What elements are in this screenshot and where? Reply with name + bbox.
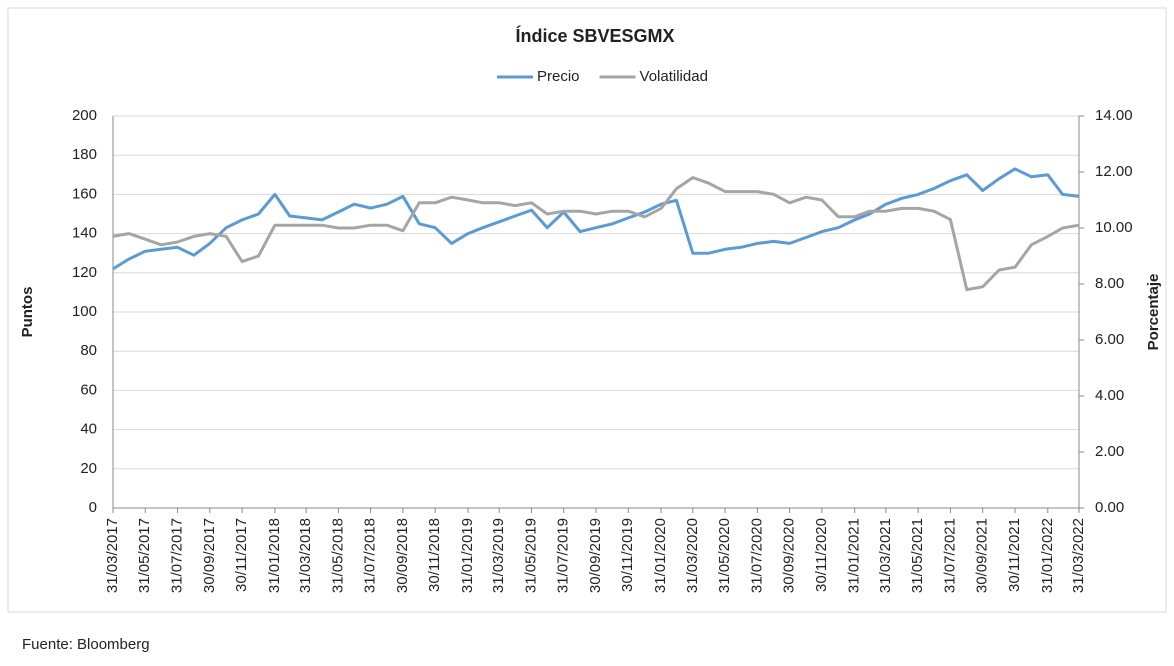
y2-tick-label: 6.00 [1095, 331, 1124, 348]
x-tick-label: 31/07/2020 [748, 518, 765, 593]
y-tick-label: 160 [72, 185, 97, 202]
chart-frame [7, 7, 1167, 613]
y-tick-label: 80 [80, 342, 97, 359]
x-tick-label: 30/09/2017 [201, 518, 218, 593]
legend-label: Volatilidad [640, 68, 708, 85]
y2-tick-label: 2.00 [1095, 443, 1124, 460]
y-tick-label: 40 [80, 421, 97, 438]
y-tick-label: 20 [80, 460, 97, 477]
chart-title: Índice SBVESGMX [515, 25, 674, 46]
x-tick-label: 31/01/2019 [459, 518, 476, 593]
x-tick-label: 30/11/2019 [619, 518, 636, 592]
x-tick-label: 31/05/2018 [329, 518, 346, 593]
y2-axis-label: Porcentaje [1145, 274, 1162, 351]
y-axis-label: Puntos [19, 287, 36, 338]
legend-label: Precio [537, 68, 580, 85]
y2-tick-label: 0.00 [1095, 499, 1124, 516]
x-tick-label: 31/03/2021 [877, 518, 894, 593]
x-tick-label: 30/11/2017 [233, 518, 250, 592]
x-tick-label: 30/11/2020 [813, 518, 830, 592]
y-tick-label: 100 [72, 303, 97, 320]
x-tick-label: 31/01/2022 [1039, 518, 1056, 593]
y2-tick-label: 14.00 [1095, 107, 1133, 124]
y2-tick-label: 12.00 [1095, 163, 1133, 180]
y-tick-label: 120 [72, 264, 97, 281]
x-tick-label: 31/01/2018 [266, 518, 283, 593]
x-tick-label: 31/07/2019 [555, 518, 572, 593]
y-tick-label: 200 [72, 107, 97, 124]
x-tick-label: 30/09/2021 [974, 518, 991, 593]
y2-tick-label: 8.00 [1095, 275, 1124, 292]
x-tick-label: 31/03/2020 [684, 518, 701, 593]
y2-tick-label: 10.00 [1095, 219, 1133, 236]
x-tick-label: 31/05/2020 [716, 518, 733, 593]
x-tick-label: 31/01/2021 [846, 518, 863, 593]
x-tick-label: 31/05/2021 [909, 518, 926, 593]
source-note: Fuente: Bloomberg [22, 636, 150, 653]
series-line [112, 167, 1080, 271]
series-line [112, 176, 1080, 292]
y-tick-label: 0 [89, 499, 97, 516]
y2-tick-label: 4.00 [1095, 387, 1124, 404]
x-tick-label: 31/07/2018 [362, 518, 379, 593]
x-tick-label: 31/03/2019 [490, 518, 507, 593]
x-tick-label: 31/01/2020 [652, 518, 669, 593]
y-tick-label: 60 [80, 381, 97, 398]
x-tick-label: 31/05/2017 [136, 518, 153, 593]
y-tick-label: 180 [72, 146, 97, 163]
x-tick-label: 30/09/2019 [587, 518, 604, 593]
x-tick-label: 31/05/2019 [522, 518, 539, 593]
x-tick-label: 30/11/2021 [1006, 518, 1023, 592]
x-tick-label: 31/03/2017 [104, 518, 121, 593]
x-tick-label: 30/11/2018 [426, 518, 443, 592]
x-tick-label: 30/09/2020 [781, 518, 798, 593]
x-tick-label: 30/09/2018 [394, 518, 411, 593]
x-tick-label: 31/07/2021 [941, 518, 958, 593]
x-tick-label: 31/03/2022 [1070, 518, 1087, 593]
x-tick-label: 31/03/2018 [297, 518, 314, 593]
x-tick-label: 31/07/2017 [169, 518, 186, 593]
y-tick-label: 140 [72, 225, 97, 242]
